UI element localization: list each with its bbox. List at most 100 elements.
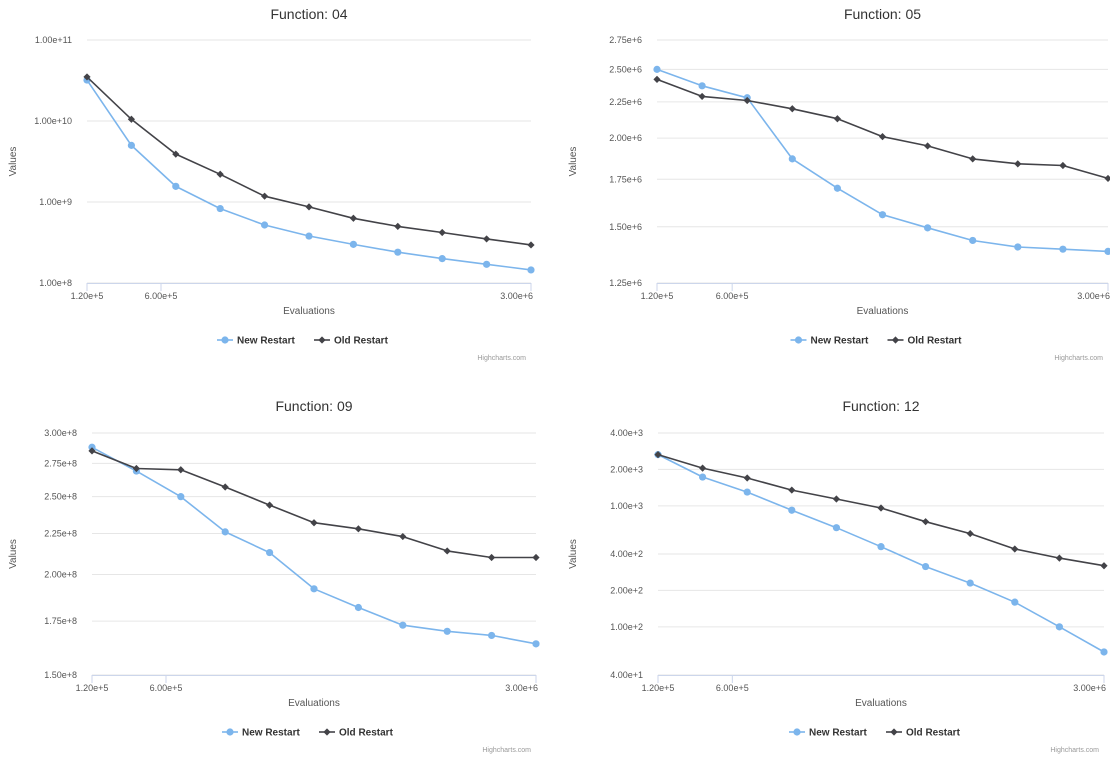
data-point[interactable] bbox=[924, 142, 932, 150]
data-point[interactable] bbox=[1059, 245, 1067, 253]
legend-marker-diamond-icon bbox=[318, 336, 326, 344]
data-point[interactable] bbox=[1055, 554, 1063, 562]
data-point[interactable] bbox=[699, 464, 707, 472]
data-point[interactable] bbox=[969, 236, 977, 245]
data-point[interactable] bbox=[310, 519, 318, 527]
data-point[interactable] bbox=[349, 214, 357, 222]
data-point[interactable] bbox=[1055, 623, 1063, 631]
data-point[interactable] bbox=[1100, 562, 1108, 570]
data-point[interactable] bbox=[305, 203, 313, 211]
legend-item-new-restart[interactable]: New Restart bbox=[789, 728, 867, 739]
data-point[interactable] bbox=[349, 240, 357, 248]
data-point[interactable] bbox=[488, 631, 496, 640]
data-point[interactable] bbox=[1104, 174, 1110, 183]
data-point[interactable] bbox=[127, 141, 135, 149]
data-point[interactable] bbox=[127, 115, 135, 123]
data-point[interactable] bbox=[833, 115, 841, 123]
data-point[interactable] bbox=[532, 640, 540, 648]
data-point[interactable] bbox=[443, 547, 451, 555]
data-point[interactable] bbox=[743, 488, 751, 496]
data-point[interactable] bbox=[878, 133, 887, 141]
legend-item-new-restart[interactable]: New Restart bbox=[790, 336, 869, 347]
legend-item-old-restart[interactable]: Old Restart bbox=[886, 728, 961, 739]
y-tick-label: 2.50e+6 bbox=[609, 64, 642, 74]
data-point[interactable] bbox=[1011, 598, 1019, 606]
data-point[interactable] bbox=[1014, 160, 1022, 168]
data-point[interactable] bbox=[216, 204, 224, 213]
data-point[interactable] bbox=[354, 525, 362, 533]
data-point[interactable] bbox=[832, 524, 840, 532]
data-point[interactable] bbox=[399, 532, 407, 541]
legend-item-old-restart[interactable]: Old Restart bbox=[314, 336, 389, 347]
data-point[interactable] bbox=[788, 486, 796, 494]
data-point[interactable] bbox=[88, 443, 96, 451]
data-point[interactable] bbox=[698, 82, 706, 90]
data-point[interactable] bbox=[483, 235, 491, 243]
data-point[interactable] bbox=[743, 474, 751, 482]
data-point[interactable] bbox=[788, 155, 796, 163]
data-point[interactable] bbox=[488, 553, 496, 562]
data-point[interactable] bbox=[832, 495, 840, 503]
data-point[interactable] bbox=[310, 585, 318, 593]
data-point[interactable] bbox=[443, 627, 451, 635]
data-point[interactable] bbox=[83, 73, 91, 81]
data-point[interactable] bbox=[266, 548, 274, 557]
data-point[interactable] bbox=[877, 504, 885, 512]
data-point[interactable] bbox=[1100, 648, 1108, 656]
data-point[interactable] bbox=[354, 603, 362, 612]
data-point[interactable] bbox=[699, 473, 707, 481]
data-point[interactable] bbox=[1059, 161, 1067, 170]
data-point[interactable] bbox=[527, 266, 535, 274]
data-point[interactable] bbox=[221, 483, 229, 491]
credits-link[interactable]: Highcharts.com bbox=[1054, 355, 1103, 362]
data-point[interactable] bbox=[216, 170, 224, 178]
data-point[interactable] bbox=[966, 579, 974, 587]
x-axis-title: Evaluations bbox=[283, 306, 335, 317]
data-point[interactable] bbox=[877, 543, 885, 551]
data-point[interactable] bbox=[394, 222, 402, 230]
data-point[interactable] bbox=[177, 493, 185, 501]
legend-item-new-restart[interactable]: New Restart bbox=[222, 728, 300, 739]
data-point[interactable] bbox=[653, 75, 661, 83]
data-point[interactable] bbox=[394, 248, 402, 256]
data-point[interactable] bbox=[266, 501, 274, 509]
chart-svg: Function: 12 4.00e+1 1.00e+2 2.00e+2 4.00e+2… bbox=[568, 398, 1108, 754]
data-point[interactable] bbox=[922, 562, 930, 571]
data-point[interactable] bbox=[922, 518, 930, 526]
data-point[interactable] bbox=[788, 105, 796, 113]
data-point[interactable] bbox=[878, 211, 887, 219]
credits-link[interactable]: Highcharts.com bbox=[477, 355, 526, 362]
data-point[interactable] bbox=[88, 447, 96, 455]
data-point[interactable] bbox=[261, 192, 269, 200]
data-point[interactable] bbox=[438, 228, 446, 237]
legend-item-new-restart[interactable]: New Restart bbox=[217, 336, 295, 347]
data-point[interactable] bbox=[833, 184, 841, 192]
data-point[interactable] bbox=[1104, 247, 1110, 255]
data-point[interactable] bbox=[1011, 545, 1019, 553]
data-point[interactable] bbox=[969, 155, 977, 163]
data-point[interactable] bbox=[438, 255, 446, 263]
data-point[interactable] bbox=[966, 529, 974, 538]
data-point[interactable] bbox=[532, 553, 540, 562]
credits-link[interactable]: Highcharts.com bbox=[1050, 747, 1099, 754]
legend: New Restart Old Restart bbox=[789, 728, 961, 739]
legend-item-old-restart[interactable]: Old Restart bbox=[319, 728, 394, 739]
data-point[interactable] bbox=[698, 92, 706, 101]
data-point[interactable] bbox=[1014, 243, 1022, 251]
data-point[interactable] bbox=[788, 506, 796, 514]
data-point[interactable] bbox=[483, 260, 491, 268]
data-point[interactable] bbox=[172, 182, 180, 190]
data-point[interactable] bbox=[924, 224, 932, 232]
data-point[interactable] bbox=[653, 65, 661, 73]
data-point[interactable] bbox=[305, 232, 313, 240]
data-point[interactable] bbox=[743, 96, 751, 105]
data-point[interactable] bbox=[221, 528, 229, 536]
data-point[interactable] bbox=[261, 221, 269, 229]
x-axis-title: Evaluations bbox=[288, 698, 340, 709]
legend-item-old-restart[interactable]: Old Restart bbox=[887, 336, 963, 347]
data-point[interactable] bbox=[172, 150, 180, 158]
credits-link[interactable]: Highcharts.com bbox=[482, 747, 531, 754]
data-point[interactable] bbox=[177, 466, 185, 474]
data-point[interactable] bbox=[527, 241, 535, 249]
data-point[interactable] bbox=[399, 621, 407, 629]
